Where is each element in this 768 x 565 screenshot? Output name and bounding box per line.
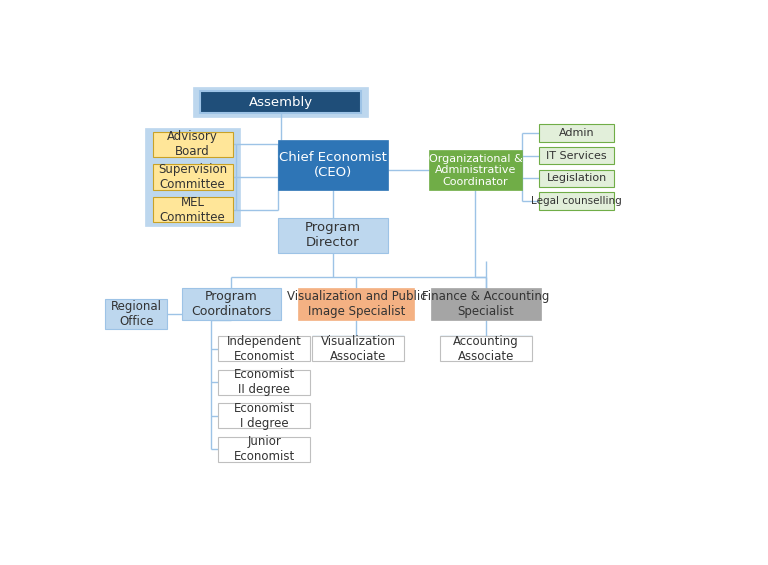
Text: Independent
Economist: Independent Economist [227,335,302,363]
Text: Assembly: Assembly [249,95,313,108]
FancyBboxPatch shape [153,164,233,190]
FancyBboxPatch shape [153,197,233,222]
FancyBboxPatch shape [431,288,541,320]
FancyBboxPatch shape [218,336,310,362]
Text: IT Services: IT Services [546,151,607,160]
Text: Accounting
Associate: Accounting Associate [453,335,519,363]
Text: Visualization
Associate: Visualization Associate [321,335,396,363]
Text: Advisory
Board: Advisory Board [167,131,218,158]
Text: Admin: Admin [559,128,594,138]
FancyBboxPatch shape [539,192,614,210]
FancyBboxPatch shape [145,128,240,226]
FancyBboxPatch shape [218,403,310,428]
FancyBboxPatch shape [277,140,388,190]
Text: Regional
Office: Regional Office [111,300,162,328]
FancyBboxPatch shape [105,299,167,329]
FancyBboxPatch shape [299,288,415,320]
FancyBboxPatch shape [539,124,614,142]
FancyBboxPatch shape [429,150,521,190]
Text: Supervision
Committee: Supervision Committee [158,163,227,191]
FancyBboxPatch shape [440,336,532,362]
FancyBboxPatch shape [218,370,310,395]
FancyBboxPatch shape [193,88,368,117]
FancyBboxPatch shape [182,288,280,320]
Text: Junior
Economist: Junior Economist [233,436,295,463]
FancyBboxPatch shape [218,437,310,462]
FancyBboxPatch shape [200,91,361,114]
FancyBboxPatch shape [539,147,614,164]
Text: Organizational &
Administrative
Coordinator: Organizational & Administrative Coordina… [429,154,522,187]
FancyBboxPatch shape [312,336,404,362]
Text: Visualization and Public
Image Specialist: Visualization and Public Image Specialis… [286,290,426,318]
Text: Chief Economist
(CEO): Chief Economist (CEO) [279,151,386,179]
Text: MEL
Committee: MEL Committee [160,195,226,224]
Text: Economist
II degree: Economist II degree [233,368,295,396]
Text: Legislation: Legislation [547,173,607,183]
Text: Economist
I degree: Economist I degree [233,402,295,430]
Text: Finance & Accounting
Specialist: Finance & Accounting Specialist [422,290,549,318]
FancyBboxPatch shape [153,132,233,157]
Text: Legal counselling: Legal counselling [531,196,622,206]
Text: Program
Coordinators: Program Coordinators [191,290,271,318]
FancyBboxPatch shape [277,218,388,253]
Text: Program
Director: Program Director [305,221,361,249]
FancyBboxPatch shape [539,170,614,187]
